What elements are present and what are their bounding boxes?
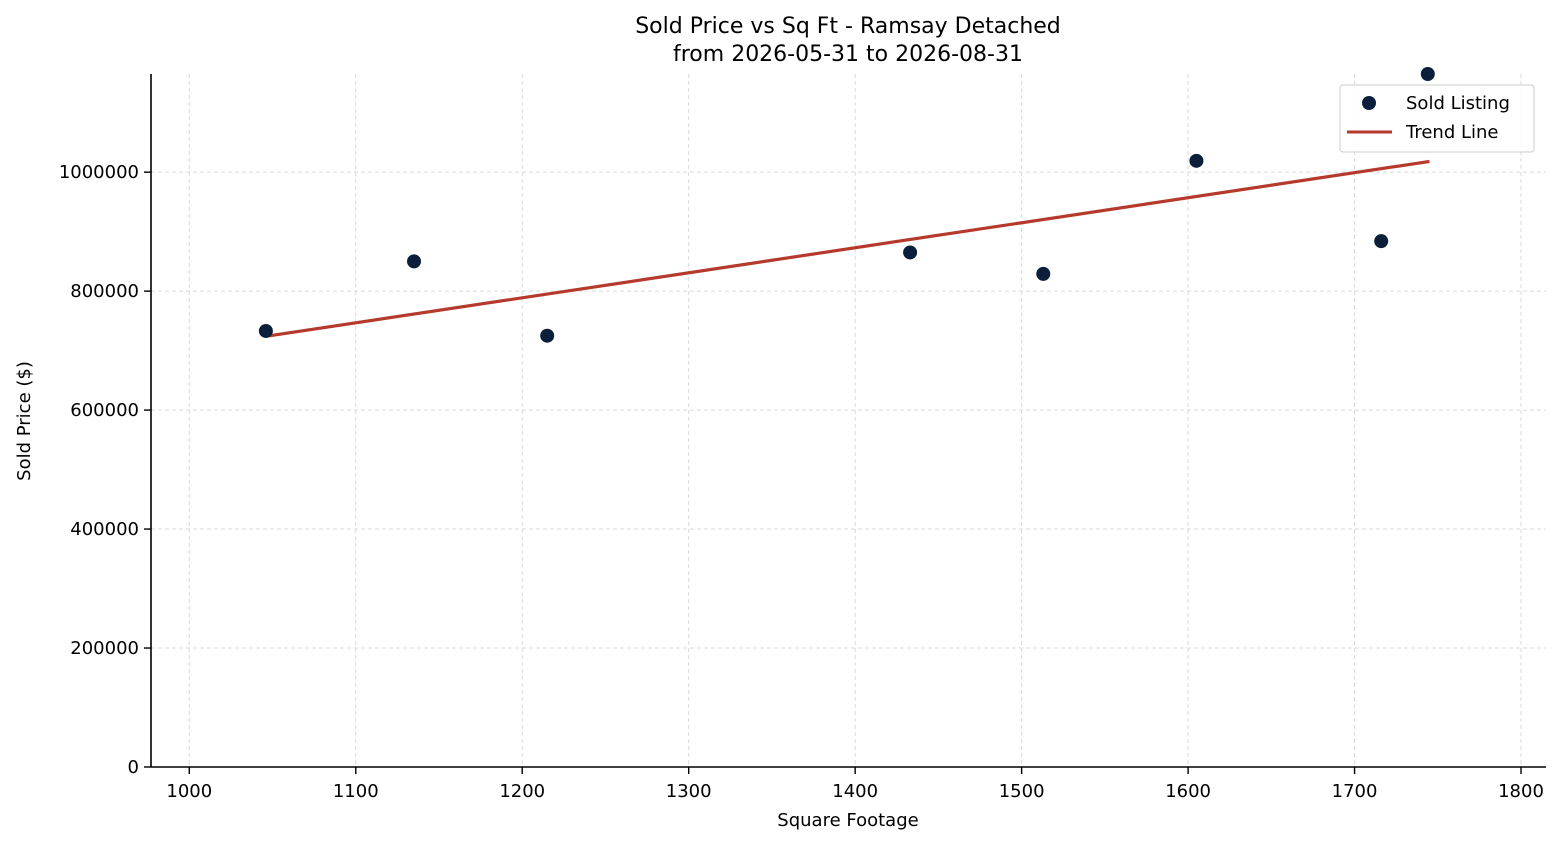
legend-box: [1339, 84, 1535, 153]
y-ticks: 0 200000 400000 600000 800000 1000000: [59, 162, 151, 778]
x-tick-label: 1500: [999, 781, 1045, 802]
chart-title: Sold Price vs Sq Ft - Ramsay Detached: [635, 14, 1061, 39]
x-tick-label: 1100: [333, 781, 379, 802]
x-axis-label: Square Footage: [777, 810, 918, 831]
y-axis-label: Sold Price ($): [14, 361, 35, 481]
x-tick-label: 1700: [1332, 781, 1378, 802]
x-tick-label: 1800: [1498, 781, 1544, 802]
data-point: [1374, 234, 1389, 249]
x-tick-label: 1000: [166, 781, 212, 802]
trend-line-layer: [265, 159, 1430, 338]
data-point: [1189, 153, 1204, 168]
chart-subtitle: from 2026-05-31 to 2026-08-31: [673, 42, 1023, 67]
y-tick-label: 600000: [70, 400, 139, 421]
x-tick-label: 1600: [1165, 781, 1211, 802]
data-point: [1036, 266, 1051, 281]
data-point: [258, 323, 273, 338]
data-point: [1420, 67, 1435, 81]
y-tick-label: 0: [128, 757, 139, 778]
legend-label-sold-listing: Sold Listing: [1406, 93, 1510, 114]
legend: Sold Listing Trend Line: [1339, 84, 1535, 153]
trend-line: [265, 159, 1430, 338]
data-point: [407, 254, 422, 269]
legend-marker-sold-listing: [1362, 96, 1376, 110]
y-tick-label: 400000: [70, 519, 139, 540]
y-tick-label: 1000000: [59, 162, 139, 183]
points-layer: [258, 67, 1435, 343]
x-tick-label: 1200: [499, 781, 545, 802]
data-point: [903, 245, 918, 260]
x-tick-label: 1400: [832, 781, 878, 802]
legend-label-trend-line: Trend Line: [1405, 122, 1499, 143]
grid: [151, 74, 1546, 768]
x-tick-label: 1300: [666, 781, 712, 802]
x-ticks: 1000 1100 1200 1300 1400 1500 1600 1700 1800: [166, 767, 1544, 802]
y-tick-label: 800000: [70, 281, 139, 302]
data-point: [540, 328, 555, 343]
y-tick-label: 200000: [70, 638, 139, 659]
